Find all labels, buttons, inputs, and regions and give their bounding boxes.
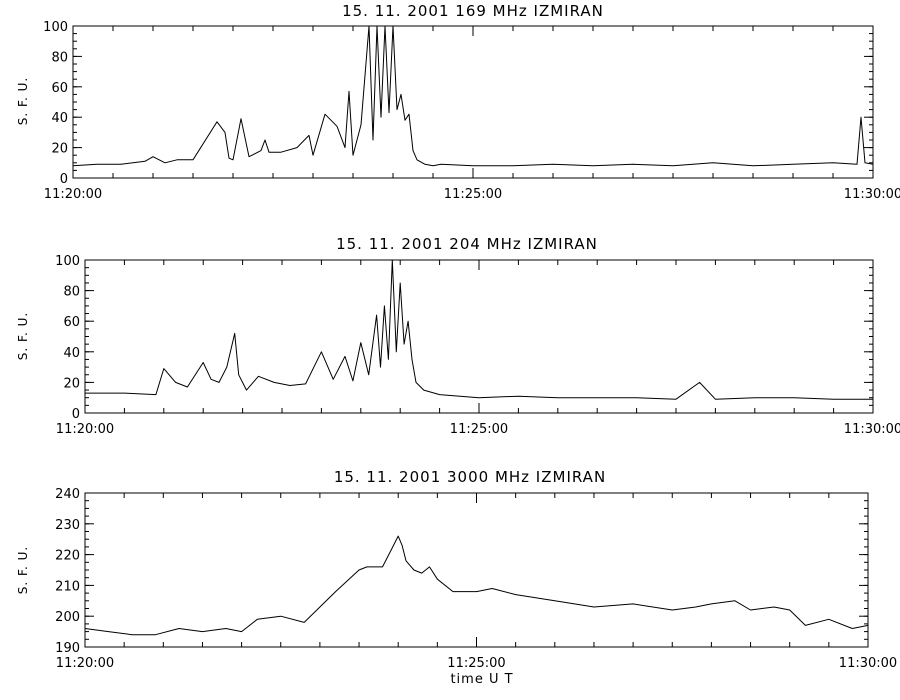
- panel-204mhz: 15. 11. 2001 204 MHz IZMIRAN S. F. U. 11…: [16, 235, 900, 437]
- plot-frame: [84, 259, 874, 414]
- x-tick-label: 11:25:00: [450, 422, 508, 437]
- y-tick-label: 230: [55, 518, 80, 533]
- y-tick-label: 240: [55, 487, 80, 502]
- series-line: [84, 535, 869, 636]
- y-tick-label: 80: [51, 50, 68, 65]
- y-tick-label: 220: [55, 549, 80, 564]
- y-tick-label: 100: [55, 254, 80, 269]
- y-tick-label: 40: [63, 346, 80, 361]
- x-tick-label: 11:30:00: [839, 656, 897, 671]
- y-tick-label: 20: [51, 142, 68, 157]
- plot-frame: [84, 492, 869, 648]
- y-tick-label: 0: [72, 407, 80, 422]
- series-line: [85, 259, 873, 400]
- y-tick-label: 210: [55, 579, 80, 594]
- x-tick-label: 11:20:00: [56, 656, 114, 671]
- series-line: [72, 25, 874, 167]
- y-tick-label: 190: [55, 641, 80, 656]
- x-tick-label: 11:30:00: [844, 187, 900, 202]
- x-axis-label: time U T: [450, 672, 513, 687]
- y-tick-label: 200: [55, 610, 80, 625]
- x-tick-label: 11:25:00: [444, 187, 502, 202]
- panel-title: 15. 11. 2001 204 MHz IZMIRAN: [336, 235, 598, 253]
- y-tick-label: 20: [63, 376, 80, 391]
- x-tick-label: 11:30:00: [844, 422, 900, 437]
- panel-3000mhz: 15. 11. 2001 3000 MHz IZMIRAN S. F. U. 1…: [16, 468, 897, 671]
- x-tick-label: 11:20:00: [56, 422, 114, 437]
- panel-title: 15. 11. 2001 3000 MHz IZMIRAN: [334, 468, 606, 486]
- y-tick-label: 80: [63, 285, 80, 300]
- y-tick-label: 40: [51, 111, 68, 126]
- plot-frame: [72, 25, 874, 179]
- panel-169mhz: 15. 11. 2001 169 MHz IZMIRAN S. F. U. 11…: [16, 2, 900, 202]
- panel-title: 15. 11. 2001 169 MHz IZMIRAN: [342, 2, 604, 20]
- y-axis-label: S. F. U.: [16, 312, 30, 360]
- y-tick-label: 60: [51, 81, 68, 96]
- y-tick-label: 100: [43, 20, 68, 35]
- y-tick-label: 60: [63, 315, 80, 330]
- y-axis-label: S. F. U.: [16, 546, 30, 594]
- x-tick-label: 11:25:00: [447, 656, 505, 671]
- y-axis-label: S. F. U.: [16, 77, 30, 125]
- y-tick-label: 0: [60, 172, 68, 187]
- x-tick-label: 11:20:00: [44, 187, 102, 202]
